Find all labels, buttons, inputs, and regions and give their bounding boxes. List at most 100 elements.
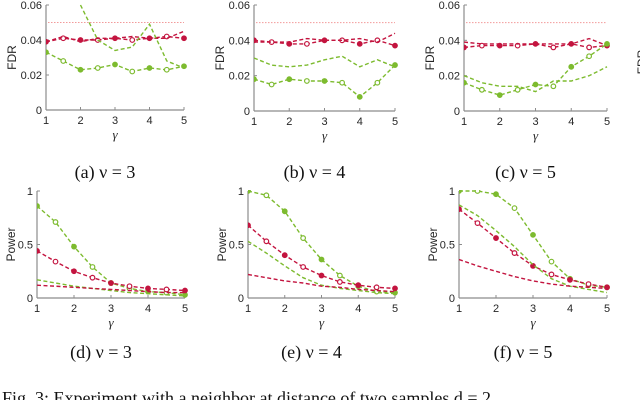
- data-point-green-markers: [339, 79, 346, 86]
- data-point-red-markers: [373, 284, 380, 291]
- panel-f: 1 2 3 4 5 0 0.5 1 Power γ (f) ν = 5: [426, 186, 610, 363]
- data-point-green-markers: [532, 81, 539, 88]
- series-line-red-dashed: [459, 258, 608, 290]
- x-axis-label: γ: [533, 128, 539, 143]
- y-tick-label: 0.02: [21, 70, 42, 82]
- series-line-green-markers: [459, 190, 608, 288]
- y-tick-label: 0.06: [21, 0, 42, 12]
- y-axis-label: FDR: [423, 45, 437, 70]
- data-point-green-markers: [336, 272, 343, 279]
- data-point-green-markers: [514, 86, 521, 93]
- data-point-red-markers: [585, 281, 592, 287]
- x-tick-label: 4: [567, 303, 573, 315]
- data-point-green-markers: [60, 58, 67, 64]
- data-point-green-markers: [318, 256, 325, 263]
- series-line-green-dashed: [248, 240, 396, 295]
- data-point-red-markers: [567, 276, 573, 283]
- plot-series: [37, 203, 188, 298]
- data-point-green-markers: [321, 78, 328, 84]
- series-line-red-markers: [248, 224, 396, 290]
- x-tick-label: 4: [357, 116, 363, 128]
- x-tick-label: 3: [530, 303, 536, 315]
- x-tick-label: 1: [245, 303, 251, 315]
- series-line-green-dashed: [37, 279, 186, 297]
- subfigure-caption: (d) ν = 3: [70, 342, 132, 363]
- data-point-green-markers: [459, 190, 462, 194]
- data-point-red-markers: [336, 279, 343, 285]
- data-point-green-markers: [604, 40, 610, 47]
- panel-a: 1 2 3 4 5 0 0.02 0.04 0.06 FDR γ (a) ν = 3: [5, 0, 187, 183]
- data-point-green-markers: [37, 203, 40, 209]
- data-point-red-markers: [126, 283, 133, 290]
- data-point-green-markers: [89, 264, 96, 270]
- y-tick-label: 0.04: [439, 35, 460, 47]
- y-tick-label: 0.06: [229, 0, 250, 12]
- data-point-green-markers: [464, 79, 467, 86]
- figure-caption: Fig. 3: Experiment with a neighbor at di…: [2, 388, 491, 400]
- series-line-green-dashed: [464, 66, 608, 93]
- data-point-green-markers: [281, 208, 288, 215]
- plot-series: [248, 190, 398, 296]
- data-point-red-markers: [392, 285, 398, 292]
- x-tick-label: 2: [286, 116, 292, 128]
- data-point-green-markers: [286, 76, 293, 83]
- y-tick-label: 0: [27, 293, 33, 305]
- data-point-green-markers: [550, 83, 557, 90]
- data-point-green-markers: [392, 62, 398, 68]
- data-point-red-markers: [129, 37, 136, 43]
- y-tick-label: 0: [244, 106, 250, 118]
- y-tick-label: 1: [449, 186, 455, 198]
- plot-series: [254, 32, 398, 100]
- y-tick-label: 1: [27, 186, 33, 198]
- x-tick-label: 5: [181, 115, 187, 127]
- x-tick-label: 4: [145, 303, 151, 315]
- y-tick-label: 0: [449, 293, 455, 305]
- plot-series: [46, 4, 187, 75]
- data-point-green-markers: [71, 243, 77, 250]
- x-tick-label: 3: [108, 303, 114, 315]
- clipped-y-axis-label: FDR: [635, 49, 640, 74]
- data-point-green-markers: [374, 79, 381, 86]
- x-tick-label: 5: [182, 303, 188, 315]
- data-point-red-markers: [303, 40, 310, 47]
- data-point-green-markers: [300, 235, 307, 241]
- series-line-green-markers: [248, 190, 396, 294]
- plot-series: [459, 190, 610, 294]
- data-point-green-markers: [112, 61, 118, 68]
- data-point-green-markers: [248, 190, 251, 194]
- data-point-red-markers: [474, 220, 481, 227]
- y-tick-label: 0: [36, 105, 42, 117]
- y-tick-label: 1: [238, 186, 244, 198]
- x-tick-label: 5: [392, 116, 398, 128]
- y-axis-label: Power: [215, 227, 229, 261]
- x-tick-label: 3: [532, 116, 538, 128]
- data-point-green-markers: [530, 231, 536, 238]
- data-point-red-markers: [281, 252, 288, 259]
- data-point-red-markers: [550, 44, 557, 51]
- data-point-green-markers: [478, 86, 485, 93]
- x-axis-label: γ: [530, 315, 536, 330]
- data-point-red-markers: [392, 42, 398, 49]
- y-axis-label: FDR: [213, 45, 227, 70]
- x-tick-label: 1: [251, 116, 257, 128]
- data-point-green-markers: [496, 92, 503, 98]
- data-point-red-markers: [71, 268, 77, 275]
- x-tick-label: 5: [392, 303, 398, 315]
- data-point-green-markers: [493, 191, 499, 198]
- data-point-red-markers: [263, 238, 270, 245]
- y-axis-label: Power: [426, 227, 440, 261]
- x-tick-label: 2: [282, 303, 288, 315]
- series-line-red-dashed: [46, 30, 185, 43]
- y-tick-label: 0.5: [229, 240, 244, 252]
- x-tick-label: 3: [321, 116, 327, 128]
- data-point-green-markers: [146, 65, 153, 71]
- y-tick-label: 0.04: [21, 35, 42, 47]
- panel-b: 1 2 3 4 5 0 0.02 0.04 0.06 FDR γ (b) ν = 4: [213, 0, 398, 183]
- x-tick-label: 1: [461, 116, 467, 128]
- x-tick-label: 2: [493, 303, 499, 315]
- y-tick-label: 0.5: [18, 240, 33, 252]
- data-point-red-markers: [493, 235, 499, 241]
- y-tick-label: 0: [238, 293, 244, 305]
- series-line-green-dashed: [459, 204, 608, 294]
- series-line-green-markers: [464, 43, 608, 96]
